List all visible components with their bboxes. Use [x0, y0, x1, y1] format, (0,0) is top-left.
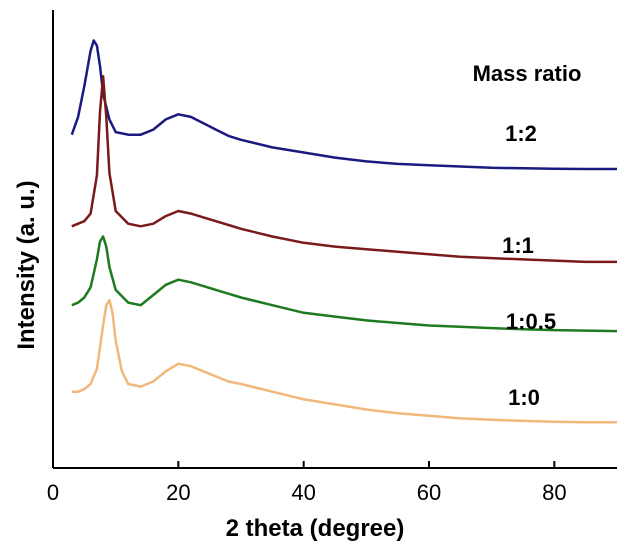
x-tick-label: 60 — [417, 480, 441, 505]
y-axis-label: Intensity (a. u.) — [13, 180, 40, 349]
x-ticks: 0 20 40 60 80 — [47, 461, 567, 505]
series-label-1-0: 1:0 — [508, 385, 540, 410]
x-tick-label: 40 — [291, 480, 315, 505]
series-line-1-2 — [70, 39, 617, 171]
series-line-1-1 — [71, 74, 617, 264]
x-tick-label: 20 — [166, 480, 190, 505]
legend-title: Mass ratio — [473, 61, 582, 86]
series-label-1-2: 1:2 — [505, 121, 537, 146]
axes — [52, 10, 617, 469]
x-axis-label: 2 theta (degree) — [226, 515, 405, 542]
series-lines — [70, 39, 617, 424]
x-tick-label: 0 — [47, 480, 59, 505]
series-line-1-0-5 — [71, 235, 617, 333]
series-label-1-1: 1:1 — [502, 233, 534, 258]
series-line-1-0 — [71, 298, 617, 424]
series-label-1-0-5: 1:0.5 — [506, 309, 556, 334]
x-tick-label: 80 — [542, 480, 566, 505]
